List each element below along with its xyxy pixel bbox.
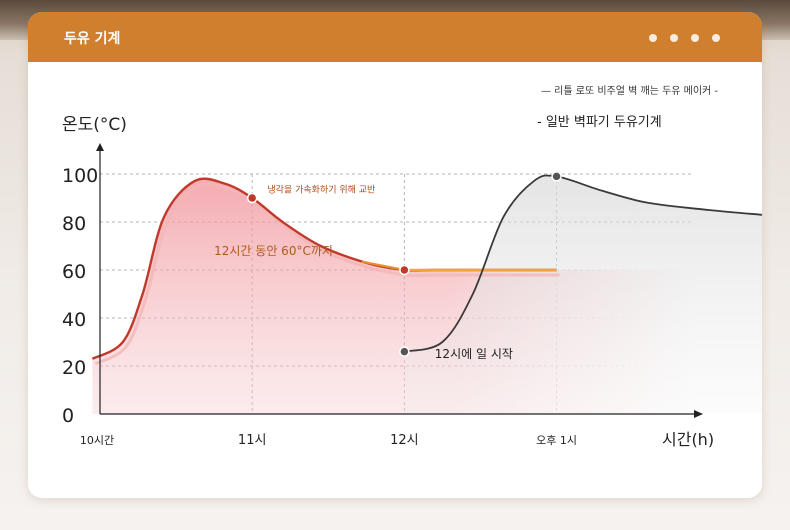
chart-card: 두유 기계 0 20 40 60 80 100 10 — [28, 12, 762, 498]
menu-dot — [649, 34, 657, 42]
chart-axes — [96, 143, 703, 418]
x-tick-label: 11시 — [238, 433, 267, 448]
chart-markers — [246, 171, 562, 357]
menu-dot — [670, 34, 678, 42]
chart-areas — [92, 175, 762, 414]
chart-texts: 0 20 40 60 80 100 10시간 11시 12시 오후 1시 온도(°C) 시간(h) 냉각… — [62, 85, 718, 449]
plateau-line — [361, 260, 405, 272]
y-tick-label: 100 — [62, 165, 98, 187]
y-tick-label: 60 — [62, 261, 86, 283]
legend-entry: — 리틀 로또 비주얼 벽 깨는 두유 메이커 - — [541, 85, 718, 97]
y-tick-label: 0 — [62, 405, 74, 427]
y-tick-label: 20 — [62, 357, 86, 379]
y-tick-label: 80 — [62, 213, 86, 235]
chart-lines — [91, 174, 762, 366]
data-point-marker — [399, 346, 410, 357]
chart-annotation: 냉각을 가속화하기 위해 교반 — [267, 183, 375, 195]
x-tick-label: 오후 1시 — [536, 434, 577, 447]
x-tick-label: 12시 — [390, 433, 419, 448]
data-point-marker — [246, 192, 258, 204]
series-shadow-line — [94, 182, 560, 366]
x-tick-label: 10시간 — [80, 434, 114, 447]
chart-annotation: 12시간 동안 60°C까지 — [214, 244, 333, 258]
data-point-marker — [551, 171, 562, 182]
legend-entry: - 일반 벽파기 두유기계 — [537, 115, 662, 130]
chart-annotation: 12시에 일 시작 — [435, 347, 513, 361]
card-title: 두유 기계 — [64, 31, 121, 47]
x-axis-label: 시간(h) — [662, 430, 714, 449]
series-area — [404, 175, 762, 414]
menu-dot — [691, 34, 699, 42]
y-axis-arrow — [96, 143, 104, 151]
card-header: 두유 기계 — [28, 12, 762, 62]
series-line — [404, 174, 762, 353]
y-axis-label: 온도(°C) — [62, 115, 127, 135]
y-tick-label: 40 — [62, 309, 86, 331]
more-menu-icon[interactable] — [649, 34, 720, 42]
data-point-marker — [399, 264, 410, 276]
temperature-chart: 0 20 40 60 80 100 10시간 11시 12시 오후 1시 온도(°C) 시간(h) 냉각… — [62, 85, 762, 449]
x-axis-arrow — [694, 410, 703, 418]
menu-dot — [712, 34, 720, 42]
